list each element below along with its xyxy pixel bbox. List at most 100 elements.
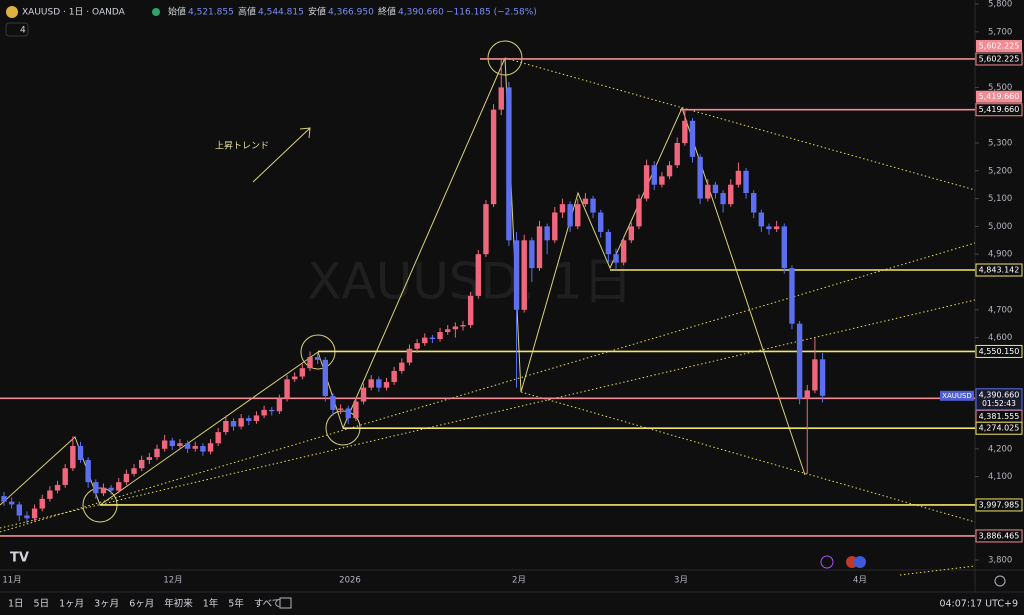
range-button[interactable]: 1日 (8, 599, 24, 610)
candle-body (712, 184, 719, 194)
candle-body (223, 421, 229, 433)
candle-body (582, 198, 589, 205)
event-icon[interactable] (854, 556, 866, 568)
toolbar: 1日 5日 1ヶ月 3ヶ月 6ヶ月 年初来 1年 5年 すべて (8, 598, 281, 610)
candle-body (383, 382, 390, 388)
candle-body (360, 387, 367, 402)
level-tag-label: 4,381.555 (979, 412, 1020, 421)
candle-body (246, 418, 252, 421)
candle-body (559, 204, 566, 213)
open-label: 始値 (168, 6, 186, 18)
symbol-title[interactable]: XAUUSD · 1日 · OANDA (22, 7, 126, 18)
candle-body (70, 446, 76, 469)
candle-body (819, 359, 826, 396)
candle-body (62, 468, 68, 485)
pivot-circle (487, 40, 523, 76)
x-tick-label: 11月 (2, 576, 21, 586)
candle-body (414, 343, 420, 349)
event-icon[interactable] (820, 555, 834, 569)
candle-body (353, 401, 359, 419)
candle-body (406, 348, 413, 363)
candle-body (169, 440, 175, 447)
y-tick-label: 4,700 (988, 305, 1012, 315)
x-tick-label: 2月 (512, 576, 526, 586)
range-button[interactable]: 5日 (34, 599, 50, 610)
candle-body (544, 226, 550, 241)
candle-body (24, 515, 30, 519)
candle-body (376, 379, 382, 388)
candle-body (1, 496, 7, 502)
candle-body (590, 198, 596, 213)
settings-icon[interactable] (994, 575, 1006, 587)
candle-body (475, 254, 481, 296)
trendline (0, 299, 976, 529)
candle-body (85, 459, 91, 483)
level-tag (975, 421, 1023, 435)
candle-body (238, 418, 244, 427)
current-price-symbol (940, 390, 974, 401)
candle-body (292, 376, 298, 380)
candle-body (131, 468, 137, 474)
y-tick-label: 5,700 (988, 27, 1012, 37)
x-tick-label: 2026 (339, 576, 361, 586)
candle-body (230, 421, 237, 427)
level-tag (975, 263, 1023, 277)
candle-body (643, 165, 650, 199)
candle-body (674, 143, 680, 166)
candle-body (307, 357, 313, 369)
tv-logo[interactable]: TV (10, 551, 29, 566)
candle-body (506, 87, 512, 241)
candle-body (269, 409, 275, 412)
candle-body (437, 332, 443, 339)
range-button[interactable]: すべて (254, 599, 281, 610)
range-button[interactable]: 5年 (228, 598, 244, 610)
clock: 04:07:17 UTC+9 (939, 599, 1018, 610)
range-button[interactable]: 1年 (203, 598, 219, 610)
candle-body (123, 473, 130, 483)
trend-arrow-head (299, 127, 311, 139)
candle-body (605, 231, 612, 255)
range-button[interactable]: 6ヶ月 (129, 599, 154, 610)
candle-body (399, 362, 405, 371)
candle-body (620, 240, 627, 263)
candle-body (536, 226, 543, 269)
candle-body (276, 398, 283, 412)
x-tick-label: 12月 (163, 576, 182, 586)
candle-body (161, 440, 168, 449)
range-button[interactable]: 1ヶ月 (59, 599, 84, 610)
candle-body (116, 482, 122, 491)
candle-body (720, 193, 726, 205)
candle-body (184, 443, 191, 449)
candle-body (422, 337, 428, 344)
y-tick-label: 4,100 (988, 472, 1012, 482)
candle-body (207, 443, 214, 452)
y-tick-label: 5,100 (988, 194, 1012, 204)
level-tag (975, 103, 1023, 117)
candle-body (284, 379, 290, 399)
candle-body (322, 359, 328, 396)
y-tick-label: 3,800 (988, 556, 1012, 566)
level-tag-label: 5,419.660 (979, 105, 1020, 114)
y-tick-label: 5,800 (988, 0, 1012, 10)
range-button[interactable]: 3ヶ月 (94, 599, 119, 610)
candle-body (529, 240, 535, 269)
y-tick-label: 5,200 (988, 166, 1012, 176)
symbol-icon (6, 6, 18, 18)
candle-body (552, 212, 558, 241)
candle-body (100, 487, 107, 494)
range-button[interactable]: 年初来 (164, 598, 193, 610)
candle-body (108, 487, 114, 491)
candle-body (751, 193, 757, 213)
candle-body (483, 204, 489, 255)
candle-body (391, 370, 397, 383)
indicator-count[interactable]: 4 (20, 26, 26, 36)
indicator-toggle[interactable] (5, 22, 29, 37)
close-label: 終値 (378, 6, 396, 18)
date-range-icon[interactable] (279, 597, 292, 609)
candle-body (39, 498, 45, 509)
candle-body (146, 457, 153, 460)
candle-body (345, 408, 351, 419)
candle-body (368, 379, 374, 388)
candle-body (812, 359, 818, 391)
